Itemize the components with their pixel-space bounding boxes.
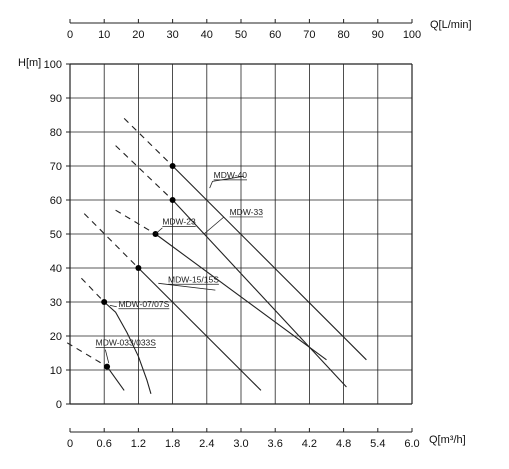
x-tick-label: 3.6	[268, 438, 283, 450]
y-axis-label: H[m]	[18, 57, 41, 69]
top-tick-label: 50	[235, 29, 247, 41]
series-label-leader-mdw-33	[203, 216, 225, 235]
series-label-leader-mdw-07-07s	[109, 305, 117, 308]
series-marker-mdw-15-15s	[135, 265, 142, 271]
series-label-leader-mdw-23	[155, 227, 163, 235]
series-line-mdw-40	[172, 165, 367, 361]
series-line-mdw-23	[155, 233, 327, 361]
series-line-mdw-15-15s	[138, 267, 262, 391]
series-line-mdw-07-07s	[103, 301, 152, 394]
y-tick-label: 40	[50, 263, 62, 275]
series-line-mdw-33	[172, 199, 347, 388]
x-tick-label: 5.4	[370, 438, 385, 450]
x-tick-label: 4.8	[336, 438, 351, 450]
series-extrapolation-mdw-033-033s	[66, 342, 108, 368]
series-marker-mdw-33	[169, 197, 176, 203]
series-label-mdw-07-07s: MDW-07/07S	[118, 299, 169, 309]
series-label-mdw-33: MDW-33	[230, 207, 264, 217]
series-label-leader-mdw-40	[209, 175, 244, 189]
top-tick-label: 60	[269, 29, 281, 41]
series-label-mdw-033-033s: MDW-033/033S	[96, 338, 157, 348]
series-marker-mdw-40	[169, 163, 176, 169]
x-tick-label: 2.4	[199, 438, 214, 450]
x-tick-label: 1.2	[131, 438, 146, 450]
series-marker-mdw-07-07s	[101, 299, 108, 305]
y-tick-label: 0	[56, 399, 62, 411]
top-tick-label: 40	[201, 29, 213, 41]
top-tick-label: 20	[132, 29, 144, 41]
x-tick-label: 0	[67, 438, 73, 450]
top-tick-label: 70	[303, 29, 315, 41]
x-tick-label: 4.2	[302, 438, 317, 450]
series-extrapolation-mdw-23	[115, 209, 156, 235]
top-tick-label: 0	[67, 29, 73, 41]
y-tick-label: 100	[44, 59, 62, 71]
x-axis-label: Q[m³/h]	[429, 434, 466, 446]
y-tick-label: 70	[50, 161, 62, 173]
y-tick-label: 10	[50, 365, 62, 377]
y-tick-label: 30	[50, 297, 62, 309]
series-extrapolation-mdw-07-07s	[81, 277, 105, 303]
top-tick-label: 100	[403, 29, 421, 41]
top-axis-label: Q[L/min]	[430, 19, 472, 31]
series-label-mdw-23: MDW-23	[162, 216, 196, 226]
y-tick-label: 50	[50, 229, 62, 241]
series-marker-mdw-033-033s	[104, 363, 111, 370]
top-axis: Q[L/min] 0 10 20 30 40 50 60 70 80 90 100	[67, 19, 472, 41]
series-line-mdw-033-033s	[106, 366, 125, 391]
top-tick-label: 10	[98, 29, 110, 41]
y-tick-label: 80	[50, 127, 62, 139]
series-label-leader-mdw-033-033s	[104, 349, 110, 364]
y-tick-label: 20	[50, 331, 62, 343]
x-tick-label: 3.0	[233, 438, 248, 450]
series-label-leader-mdw-15-15s	[158, 282, 216, 291]
y-axis: H[m] 0 10 20 30 40 50 60 70 80 90 100	[18, 57, 70, 411]
x-tick-label: 1.8	[165, 438, 180, 450]
x-tick-label: 0.6	[97, 438, 112, 450]
series-label-mdw-15-15s: MDW-15/15S	[168, 274, 219, 284]
series-group: MDW-033/033S MDW-07/07S MDW-15/15S MDW-23 MD…	[66, 118, 367, 394]
top-tick-label: 90	[372, 29, 384, 41]
series-extrapolation-mdw-33	[115, 145, 173, 201]
x-tick-label: 6.0	[404, 438, 419, 450]
top-tick-label: 80	[337, 29, 349, 41]
x-axis: Q[m³/h] 0 0.6 1.2 1.8 2.4 3.0 3.6 4.2 4.8 5.4 6.0	[67, 428, 466, 450]
top-tick-label: 30	[166, 29, 178, 41]
series-extrapolation-mdw-15-15s	[83, 213, 139, 269]
y-tick-label: 60	[50, 195, 62, 207]
y-tick-label: 90	[50, 93, 62, 105]
series-extrapolation-mdw-40	[123, 118, 173, 167]
series-label-mdw-40: MDW-40	[214, 170, 248, 180]
